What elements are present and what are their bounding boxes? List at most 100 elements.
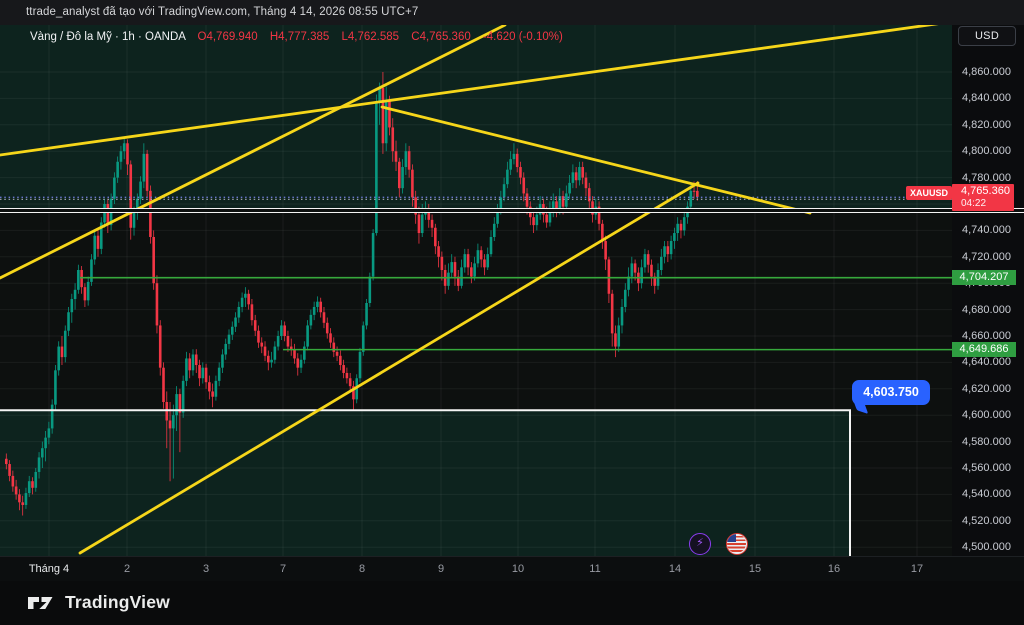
candle-body [460, 267, 463, 286]
demand-box-fill [0, 410, 850, 556]
candle-body [50, 404, 54, 429]
candle-body [181, 380, 185, 413]
footer-bar: TradingView [0, 581, 1024, 625]
candle-body [132, 211, 136, 228]
candle-body [90, 259, 93, 282]
candle-body [466, 254, 470, 268]
candle-body [401, 167, 404, 189]
candle-body [548, 210, 552, 223]
price-tick-label: 4,600.000 [962, 409, 1011, 422]
tradingview-logo-icon [28, 596, 53, 609]
time-tick-label: 9 [437, 563, 445, 575]
candle-body [663, 246, 666, 257]
candle-body [388, 101, 391, 128]
candle-body [391, 127, 395, 152]
legend-close: C4,765.360 [411, 31, 471, 43]
candle-body [175, 394, 178, 416]
candle-body [325, 322, 329, 334]
candle-body [584, 177, 588, 189]
candle-body [404, 151, 408, 168]
candle-body [83, 287, 87, 301]
steep-rising-trendline [0, 25, 507, 280]
candle-body [316, 301, 319, 307]
candle-body [237, 306, 241, 318]
candle-body [208, 382, 211, 392]
candle-body [535, 214, 539, 226]
candle-body [119, 151, 123, 162]
candle-body [293, 349, 296, 359]
candle-body [57, 346, 60, 371]
candle-body [162, 367, 165, 402]
candle-body [470, 267, 473, 277]
candle-body [565, 193, 568, 207]
candle-body [581, 167, 584, 178]
flash-event-icon[interactable]: ⚡ [689, 533, 711, 555]
tradingview-logo[interactable]: TradingView [27, 592, 170, 613]
tradingview-wordmark: TradingView [65, 592, 170, 612]
candle-body [122, 143, 126, 152]
candle-body [578, 167, 581, 181]
candle-body [250, 304, 254, 321]
candle-body [113, 177, 116, 199]
candle-body [31, 481, 34, 488]
candle-body [194, 354, 198, 366]
candle-body [270, 359, 273, 363]
candle-body [696, 190, 699, 197]
candle-body [476, 250, 480, 264]
price-scale[interactable]: 4,860.000 4,840.000 4,820.000 4,800.000 4,78… [952, 25, 1024, 556]
candle-body [398, 161, 401, 189]
candle-body [414, 197, 417, 215]
us-flag-event-icon[interactable] [726, 533, 748, 555]
price-tick-label: 4,500.000 [962, 541, 1011, 554]
candle-body [303, 346, 306, 360]
candle-body [152, 237, 155, 284]
candle-body [142, 153, 146, 182]
candle-body [394, 151, 398, 162]
candle-body [227, 334, 231, 344]
time-scale[interactable]: Tháng 4 2 3 7 8 9 10 11 14 15 16 17 [0, 556, 1024, 581]
candle-body [276, 336, 280, 347]
candle-body [574, 172, 578, 181]
candle-body [296, 358, 300, 368]
candle-body [5, 458, 8, 465]
candle-body [312, 306, 316, 315]
candle-body [67, 312, 70, 331]
candle-body [682, 217, 686, 231]
time-tick-label: 16 [827, 563, 841, 575]
candle-body [381, 87, 385, 144]
candle-body [211, 391, 214, 397]
candle-body [365, 303, 368, 326]
candle-body [434, 227, 437, 247]
candle-body [60, 346, 64, 358]
candle-body [512, 153, 516, 160]
candle-body [479, 250, 483, 260]
candle-body [660, 256, 663, 270]
candle-body [623, 289, 627, 307]
bar-countdown: 04:22 [961, 197, 987, 209]
candle-body [473, 263, 476, 277]
candle-body [257, 330, 260, 343]
candle-body [139, 181, 142, 199]
candle-body [319, 301, 322, 313]
candle-body [217, 367, 221, 381]
candle-body [630, 263, 634, 277]
time-tick-label: 17 [910, 563, 924, 575]
candle-body [329, 333, 332, 343]
candle-body [643, 254, 647, 268]
currency-button[interactable]: USD [958, 26, 1016, 46]
candle-body [41, 448, 44, 458]
chart-canvas[interactable] [0, 25, 952, 556]
candle-body [453, 262, 457, 277]
candle-body [286, 336, 290, 347]
candle-body [679, 223, 683, 231]
candle-body [77, 270, 80, 290]
candle-body [224, 343, 228, 355]
price-tick-label: 4,660.000 [962, 330, 1011, 342]
current-price-value: 4,765.360 [961, 184, 1010, 197]
candle-body [145, 153, 149, 191]
candle-body [44, 437, 47, 449]
candle-body [640, 267, 643, 284]
candle-body [172, 415, 175, 429]
candle-body [358, 351, 362, 379]
candle-body [486, 254, 490, 268]
